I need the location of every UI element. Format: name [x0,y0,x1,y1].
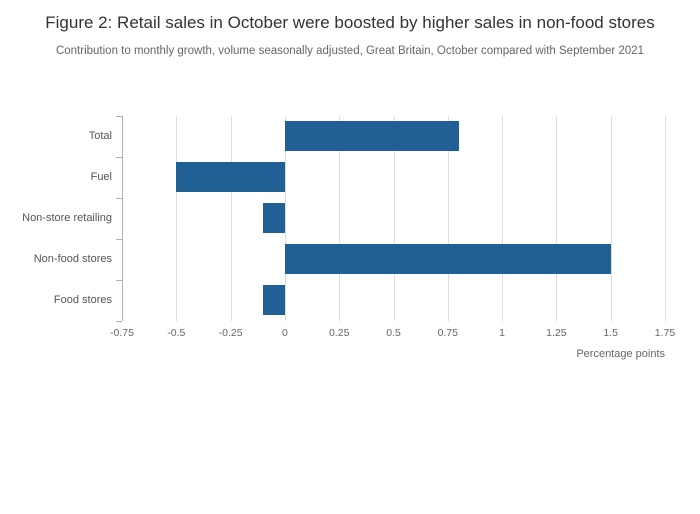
bar-food-stores [263,285,285,316]
gridline [176,115,178,321]
x-tick-label: -0.5 [167,326,186,339]
gridline [502,115,504,321]
y-axis-tick [116,320,122,322]
x-tick-label: 1.5 [603,326,618,339]
x-axis-tick-labels: -0.75 -0.5 -0.25 0 0.25 0.5 0.75 1 1.25 1.5 1.75 [110,326,675,341]
y-axis-tick [116,238,122,240]
category-label: Non-store retailing [22,212,112,225]
chart-title: Figure 2: Retail sales in October were b… [45,13,655,32]
x-tick-label: 0.5 [386,326,401,339]
gridline [665,115,666,321]
y-axis-tick [116,197,122,199]
x-tick-label: 1 [499,326,506,339]
bar-total [284,121,459,152]
y-axis-line [122,115,123,321]
y-axis-tick [116,279,122,281]
bar-chart: Total Fuel Non-store retailing Non-food sto… [0,115,700,376]
bar-non-food-stores [284,244,611,275]
gridline [610,115,612,321]
y-axis-tick [116,156,122,158]
category-label: Fuel [90,171,112,184]
bar-non-store-retailing [263,203,285,234]
gridline [339,115,341,321]
x-tick-label: 0.25 [328,326,350,339]
category-label: Non-food stores [33,253,112,266]
plot-area [116,115,666,322]
x-tick-label: -0.75 [110,326,134,339]
gridline [284,115,286,321]
y-axis-tick [116,115,122,117]
gridline [447,115,449,321]
x-tick-label: -0.25 [218,326,243,339]
gridline [230,115,232,321]
gridline [556,115,558,321]
x-tick-label: 1.25 [546,326,567,339]
x-tick-label: 1.75 [654,326,676,339]
category-label: Food stores [53,294,112,307]
category-label: Total [88,130,112,143]
x-tick-label: 0 [281,326,288,339]
x-axis-label: Percentage points [576,347,665,360]
x-tick-label: 0.75 [437,326,459,339]
y-axis-category-labels: Total Fuel Non-store retailing Non-food sto… [0,116,112,321]
gridline [393,115,395,321]
chart-subtitle: Contribution to monthly growth, volume s… [55,45,645,58]
bar-fuel [176,162,285,193]
